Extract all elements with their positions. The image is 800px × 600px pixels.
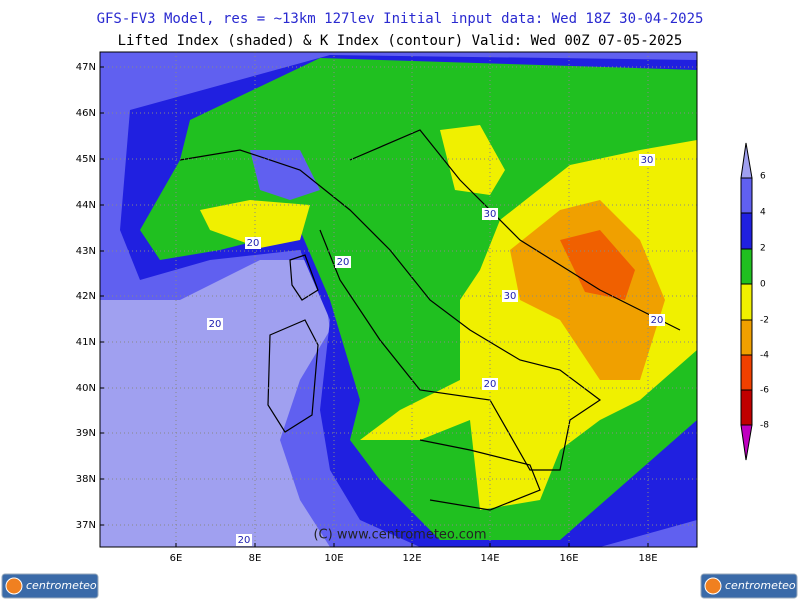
- lon-label: 10E: [324, 553, 343, 564]
- lat-label: 40N: [76, 383, 96, 394]
- lat-label: 39N: [76, 428, 96, 439]
- contour-label: 30: [641, 155, 654, 166]
- lat-label: 37N: [76, 520, 96, 531]
- contour-label-box: [245, 237, 261, 249]
- contour-label: 20: [209, 319, 222, 330]
- map-area: [100, 52, 697, 547]
- colorbar-label: 4: [760, 208, 766, 218]
- colorbar-label: 0: [760, 280, 766, 290]
- title: GFS-FV3 Model, res = ~13km 127lev Initia…: [97, 11, 704, 27]
- lon-label: 14E: [480, 553, 499, 564]
- lat-label: 44N: [76, 200, 96, 211]
- colorbar-label: 2: [760, 244, 766, 254]
- lon-label: 16E: [559, 553, 578, 564]
- logo-text: centrometeo: [725, 579, 796, 592]
- contour-label-box: [207, 318, 223, 330]
- contour-label-box: [236, 534, 252, 546]
- lon-label: 6E: [170, 553, 183, 564]
- contour-label: 20: [337, 257, 350, 268]
- colorbar-label: -8: [760, 421, 769, 431]
- contour-label: 20: [247, 238, 260, 249]
- logo-text: centrometeo: [26, 579, 97, 592]
- lon-label: 12E: [402, 553, 421, 564]
- contour-label: 30: [484, 209, 497, 220]
- lat-label: 46N: [76, 108, 96, 119]
- lat-label: 42N: [76, 291, 96, 302]
- lat-label: 47N: [76, 62, 96, 73]
- logo-right: centrometeo: [700, 573, 798, 599]
- watermark: (C) www.centrometeo.com: [313, 528, 486, 543]
- colorbar-label: 6: [760, 172, 766, 182]
- contour-label: 20: [484, 379, 497, 390]
- colorbar-label: -4: [760, 351, 769, 361]
- contour-label: 20: [651, 315, 664, 326]
- contour-label-box: [649, 314, 665, 326]
- map-frame: [99, 51, 698, 548]
- logo-left: centrometeo: [1, 573, 99, 599]
- lat-label: 45N: [76, 154, 96, 165]
- contour-label-box: [502, 290, 518, 302]
- colorbar-label: -2: [760, 316, 769, 326]
- contour-label-box: [335, 256, 351, 268]
- lon-label: 8E: [249, 553, 262, 564]
- lon-label: 18E: [638, 553, 657, 564]
- contour-label: 30: [504, 291, 517, 302]
- colorbar-label: -6: [760, 386, 769, 396]
- subtitle: Lifted Index (shaded) & K Index (contour…: [118, 33, 683, 49]
- lat-label: 43N: [76, 246, 96, 257]
- contour-label-box: [639, 154, 655, 166]
- contour-label-box: [482, 378, 498, 390]
- colorbar: 6 4 2 0 -2 -4 -6 -8: [740, 142, 769, 461]
- contour-label: 20: [238, 535, 251, 546]
- lat-label: 38N: [76, 474, 96, 485]
- lat-label: 41N: [76, 337, 96, 348]
- contour-label-box: [482, 208, 498, 220]
